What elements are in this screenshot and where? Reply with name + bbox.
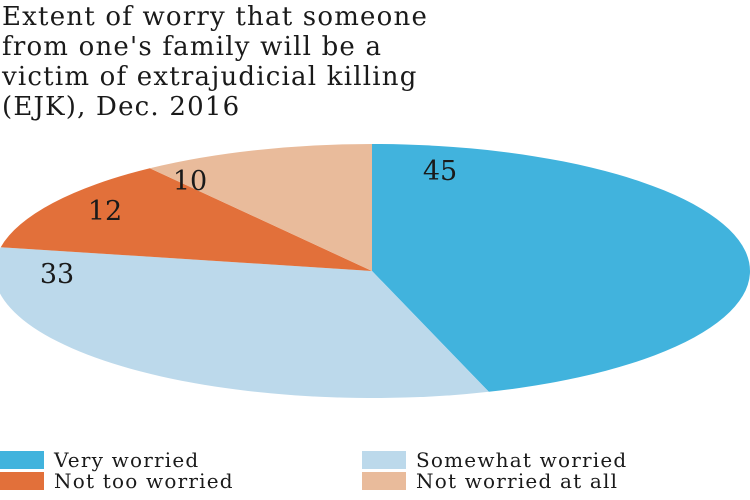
legend-label: Not too worried bbox=[54, 469, 234, 493]
legend-item-somewhat-worried: Somewhat worried bbox=[362, 448, 628, 472]
pie-slices bbox=[0, 144, 750, 398]
legend-item-very-worried: Very worried bbox=[0, 448, 200, 472]
pie-slice-not-worried-at-all bbox=[149, 144, 372, 271]
legend-label: Very worried bbox=[54, 448, 200, 472]
slice-value-label: 33 bbox=[40, 259, 74, 290]
pie-slice-very-worried bbox=[372, 144, 750, 392]
legend-swatch bbox=[362, 472, 406, 490]
legend-label: Not worried at all bbox=[416, 469, 619, 493]
legend-label: Somewhat worried bbox=[416, 448, 628, 472]
pie-value-labels: 45 33 12 10 bbox=[40, 156, 457, 290]
legend-item-not-worried-at-all: Not worried at all bbox=[362, 469, 619, 493]
slice-value-label: 10 bbox=[173, 166, 207, 197]
slice-value-label: 45 bbox=[423, 156, 457, 187]
legend-swatch bbox=[0, 472, 44, 490]
legend-swatch bbox=[362, 451, 406, 469]
legend-swatch bbox=[0, 451, 44, 469]
pie-slice-somewhat-worried bbox=[0, 247, 489, 398]
chart-title: Extent of worry that someone from one's … bbox=[2, 2, 429, 122]
slice-value-label: 12 bbox=[88, 196, 122, 227]
legend-item-not-too-worried: Not too worried bbox=[0, 469, 234, 493]
pie-slice-not-too-worried bbox=[0, 168, 373, 271]
